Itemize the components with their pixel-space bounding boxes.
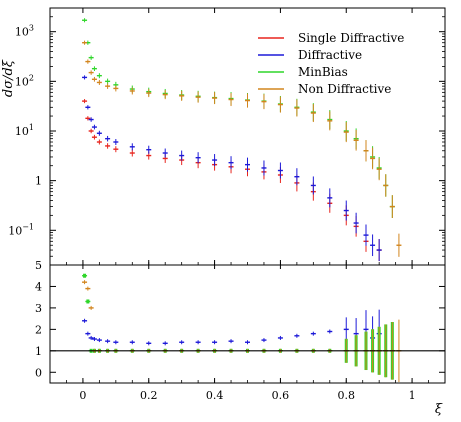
- y-axis-label: dσ/dξ: [1, 59, 16, 97]
- ratio-series-3: [82, 280, 402, 383]
- ratio-tick-label: 0: [35, 366, 42, 379]
- y-tick-label: 101: [15, 123, 34, 138]
- axes-layer: 0 0.2 0.4 0.6 0.8 1 103 102 101 1 10−1 0 1 2 3 4 5: [8, 7, 446, 402]
- legend: Single Diffractive Diffractive MinBias Non …: [258, 31, 404, 96]
- x-axis-label: ξ: [435, 402, 443, 417]
- ratio-tick-label: 4: [35, 280, 42, 293]
- y-tick-label: 103: [15, 24, 34, 39]
- x-tick-label: 1: [409, 389, 416, 402]
- series-0: [82, 99, 382, 262]
- y-tick-label: 1: [35, 175, 42, 188]
- y-tick-label: 10−1: [8, 222, 34, 237]
- legend-label: Diffractive: [298, 48, 362, 62]
- series-layer: [82, 18, 402, 262]
- ratio-tick-label: 1: [35, 345, 42, 358]
- ratio-tick-label: 3: [35, 302, 42, 315]
- y-tick-label: 102: [15, 73, 34, 88]
- main-panel: [49, 7, 446, 266]
- ratio-series-2: [82, 273, 395, 380]
- x-tick-label: 0: [79, 389, 86, 402]
- main-frame: [49, 7, 446, 266]
- ratio-tick-label: 5: [35, 259, 42, 272]
- x-tick-label: 0.8: [338, 389, 356, 402]
- legend-label: MinBias: [298, 65, 348, 79]
- x-tick-label: 0.6: [272, 389, 290, 402]
- legend-label: Single Diffractive: [298, 31, 404, 45]
- ratio-tick-label: 2: [35, 323, 42, 336]
- series-1: [82, 75, 382, 262]
- ratio-layer: [82, 273, 402, 383]
- x-tick-label: 0.4: [206, 389, 224, 402]
- series-3: [82, 40, 402, 257]
- legend-label: Non Diffractive: [298, 82, 391, 96]
- x-tick-label: 0.2: [140, 389, 158, 402]
